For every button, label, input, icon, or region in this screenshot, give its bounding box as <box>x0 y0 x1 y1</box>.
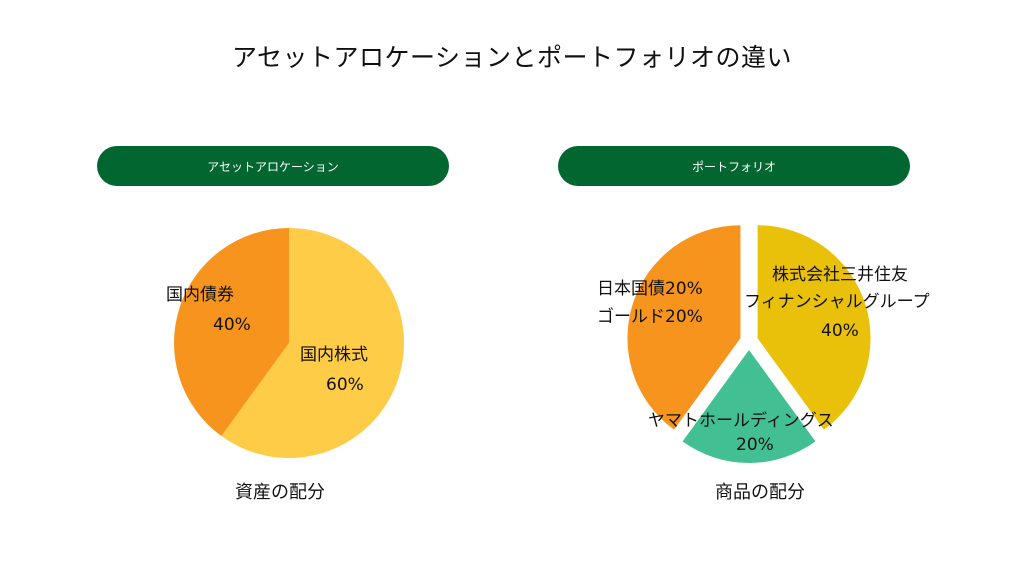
slice-smfg <box>757 225 871 430</box>
label-domestic-bonds-percent: 40% <box>213 315 251 335</box>
label-yamato-percent: 20% <box>736 435 774 455</box>
page-title: アセットアロケーションとポートフォリオの違い <box>231 43 792 72</box>
label-smfg-percent: 40% <box>821 321 859 341</box>
label-gold: ゴールド20% <box>597 306 703 327</box>
asset-allocation-caption: 資産の配分 <box>235 482 325 503</box>
slice-domestic-stocks <box>221 228 404 458</box>
label-domestic-stocks: 国内株式 <box>300 345 368 365</box>
asset-allocation-header: アセットアロケーション <box>97 146 449 186</box>
portfolio-caption: 商品の配分 <box>715 482 805 503</box>
slice-domestic-bonds <box>174 228 289 437</box>
label-smfg-line2: フィナンシャルグループ <box>744 292 930 312</box>
asset-allocation-pie <box>174 228 404 458</box>
slice-yamato <box>682 350 816 464</box>
label-domestic-stocks-percent: 60% <box>326 375 364 395</box>
portfolio-header-label: ポートフォリオ <box>691 159 776 174</box>
portfolio-pie <box>627 225 871 464</box>
asset-allocation-header-label: アセットアロケーション <box>207 159 339 174</box>
label-jgb: 日本国債20% <box>597 279 703 299</box>
label-smfg: 株式会社三井住友 <box>772 265 908 285</box>
portfolio-header: ポートフォリオ <box>558 146 910 186</box>
label-yamato: ヤマトホールディングス <box>648 410 834 431</box>
slice-jgb-gold <box>627 225 741 430</box>
label-domestic-bonds: 国内債券 <box>166 285 234 305</box>
